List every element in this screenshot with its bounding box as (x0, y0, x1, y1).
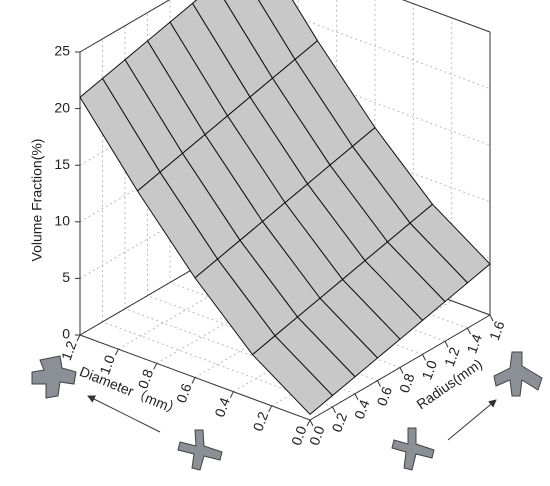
tick-mark (191, 377, 196, 384)
frame (79, 0, 491, 53)
tick-mark (268, 405, 273, 413)
x-tick-label: 0.2 (250, 409, 272, 433)
x-tick-label: 0.4 (211, 395, 233, 419)
y-tick-label: 1.2 (441, 345, 463, 369)
y-tick-label: 0.8 (396, 371, 418, 395)
tick-mark (467, 327, 471, 335)
tick-mark (399, 367, 404, 374)
y-tick-label: 1.0 (418, 358, 440, 382)
tick-mark (229, 391, 234, 398)
tick-mark (114, 348, 119, 356)
z-tick-label: 25 (54, 43, 70, 59)
surface (79, 0, 491, 416)
tick-mark (332, 406, 336, 414)
tick-mark (306, 419, 311, 427)
labels: 05101520250.00.20.40.60.81.01.20.00.20.4… (54, 43, 507, 448)
y-tick-label: 0.6 (373, 384, 395, 408)
y-tick-label: 1.6 (486, 318, 508, 342)
z-tick-label: 15 (54, 156, 70, 172)
tick-mark (377, 380, 381, 387)
tick-mark (354, 393, 359, 400)
z-axis-title: Volume Fraction(%) (29, 139, 45, 262)
tick-mark (444, 341, 449, 348)
tick-mark (489, 314, 494, 322)
y-tick-label: 1.4 (463, 332, 485, 356)
grid-line (79, 59, 491, 166)
x-tick-label: 1.0 (96, 353, 118, 377)
z-tick-label: 0 (62, 326, 70, 342)
x-tick-label: 0.6 (173, 381, 195, 405)
icon (31, 351, 543, 471)
y-tick-label: 0.4 (351, 397, 373, 421)
x-tick-label: 0.8 (135, 367, 157, 391)
z-tick-label: 20 (54, 99, 70, 115)
tick-mark (76, 334, 81, 342)
z-tick-label: 5 (62, 269, 70, 285)
x-tick-label: 0.0 (288, 423, 310, 447)
grid-line (79, 3, 491, 110)
z-tick-label: 10 (54, 213, 70, 229)
surface-cell (251, 335, 334, 416)
y-tick-label: 0.0 (306, 423, 328, 447)
arrow (447, 399, 497, 441)
y-tick-label: 0.2 (328, 410, 350, 434)
tick-mark (153, 363, 158, 370)
arrow (87, 395, 161, 433)
x-tick-label: 1.2 (58, 338, 80, 362)
x-axis-title: Diameter（mm） (77, 363, 183, 418)
tick-mark (309, 419, 314, 427)
tick-mark (422, 354, 426, 361)
